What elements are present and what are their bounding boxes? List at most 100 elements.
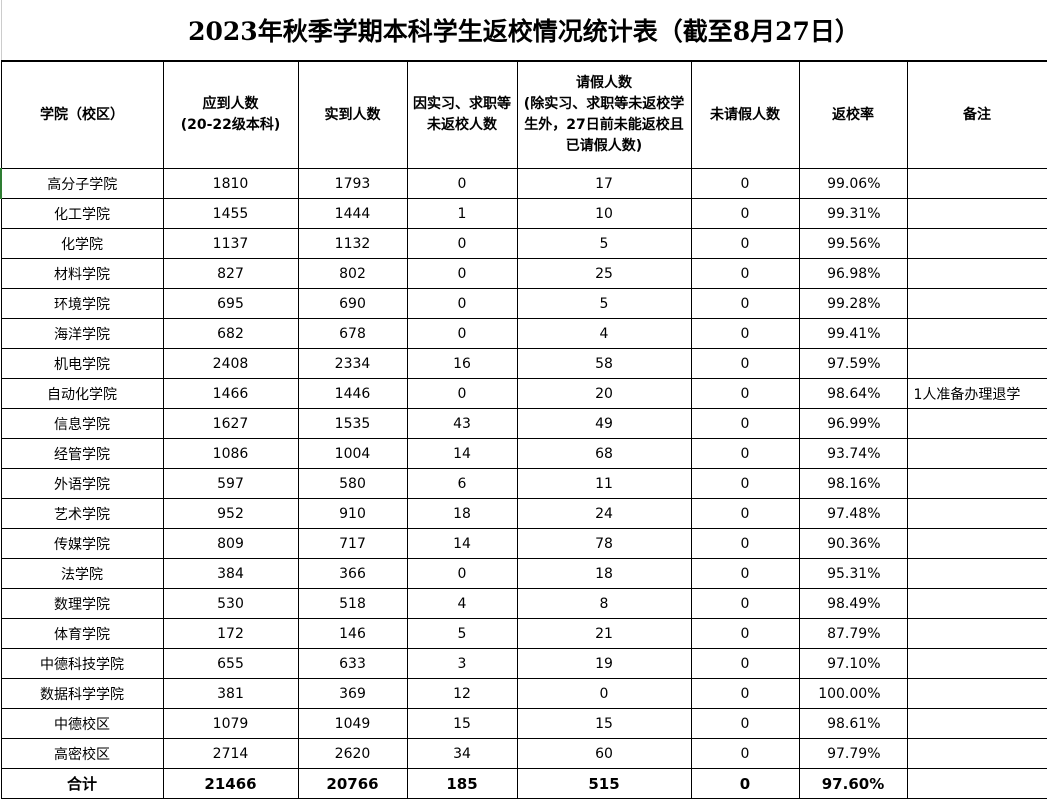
cell-col-remarks[interactable] xyxy=(906,168,1047,199)
cell-col-leave[interactable]: 58 xyxy=(516,348,692,379)
cell-col-internship[interactable]: 0 xyxy=(406,378,518,409)
cell-col-remarks[interactable] xyxy=(906,438,1047,469)
cell-col-actual[interactable]: 690 xyxy=(297,288,408,319)
cell-col-internship[interactable]: 0 xyxy=(406,228,518,259)
cell-col-college[interactable]: 外语学院 xyxy=(0,468,164,499)
cell-col-leave[interactable]: 20 xyxy=(516,378,692,409)
cell-col-actual[interactable]: 366 xyxy=(297,558,408,589)
cell-col-internship[interactable]: 14 xyxy=(406,438,518,469)
cell-col-return-rate[interactable]: 99.28% xyxy=(798,288,908,319)
cell-col-expected[interactable]: 597 xyxy=(162,468,299,499)
cell-col-remarks[interactable] xyxy=(906,738,1047,769)
cell-col-remarks[interactable] xyxy=(906,228,1047,259)
cell-col-actual[interactable]: 1004 xyxy=(297,438,408,469)
cell-col-actual[interactable]: 2620 xyxy=(297,738,408,769)
cell-col-remarks[interactable] xyxy=(906,468,1047,499)
cell-col-no-leave[interactable]: 0 xyxy=(690,558,800,589)
cell-col-remarks[interactable] xyxy=(906,408,1047,439)
cell-col-internship[interactable]: 5 xyxy=(406,618,518,649)
cell-col-remarks[interactable] xyxy=(906,708,1047,739)
cell-col-college[interactable]: 自动化学院 xyxy=(0,378,164,409)
cell-col-college[interactable]: 中德科技学院 xyxy=(0,648,164,679)
cell-col-internship[interactable]: 12 xyxy=(406,678,518,709)
cell-col-college[interactable]: 化工学院 xyxy=(0,198,164,229)
cell-col-leave[interactable]: 78 xyxy=(516,528,692,559)
cell-col-internship[interactable]: 34 xyxy=(406,738,518,769)
cell-col-no-leave[interactable]: 0 xyxy=(690,378,800,409)
cell-col-college[interactable]: 传媒学院 xyxy=(0,528,164,559)
cell-col-college[interactable]: 数理学院 xyxy=(0,588,164,619)
cell-col-leave[interactable]: 11 xyxy=(516,468,692,499)
cell-col-no-leave[interactable]: 0 xyxy=(690,228,800,259)
cell-col-remarks[interactable] xyxy=(906,618,1047,649)
cell-col-actual[interactable]: 146 xyxy=(297,618,408,649)
cell-col-leave[interactable]: 15 xyxy=(516,708,692,739)
cell-col-no-leave[interactable]: 0 xyxy=(690,738,800,769)
cell-col-internship[interactable]: 0 xyxy=(406,258,518,289)
cell-col-college[interactable]: 经管学院 xyxy=(0,438,164,469)
cell-col-return-rate[interactable]: 100.00% xyxy=(798,678,908,709)
cell-col-college[interactable]: 数据科学学院 xyxy=(0,678,164,709)
cell-col-college[interactable]: 化学院 xyxy=(0,228,164,259)
cell-col-no-leave[interactable]: 0 xyxy=(690,498,800,529)
cell-col-expected[interactable]: 1137 xyxy=(162,228,299,259)
cell-col-return-rate[interactable]: 98.64% xyxy=(798,378,908,409)
cell-col-actual[interactable]: 1444 xyxy=(297,198,408,229)
cell-col-leave[interactable]: 5 xyxy=(516,288,692,319)
cell-col-leave[interactable]: 5 xyxy=(516,228,692,259)
cell-col-remarks[interactable] xyxy=(906,198,1047,229)
cell-col-no-leave[interactable]: 0 xyxy=(690,348,800,379)
cell-col-actual[interactable]: 802 xyxy=(297,258,408,289)
cell-col-leave[interactable]: 25 xyxy=(516,258,692,289)
cell-col-leave[interactable]: 4 xyxy=(516,318,692,349)
cell-col-expected[interactable]: 381 xyxy=(162,678,299,709)
cell-col-college[interactable]: 高分子学院 xyxy=(0,168,164,199)
cell-col-leave[interactable]: 8 xyxy=(516,588,692,619)
cell-col-college[interactable]: 信息学院 xyxy=(0,408,164,439)
cell-col-actual[interactable]: 910 xyxy=(297,498,408,529)
cell-col-remarks[interactable] xyxy=(906,258,1047,289)
cell-col-internship[interactable]: 43 xyxy=(406,408,518,439)
cell-col-remarks[interactable] xyxy=(906,528,1047,559)
cell-col-expected[interactable]: 809 xyxy=(162,528,299,559)
cell-col-internship[interactable]: 15 xyxy=(406,708,518,739)
cell-col-return-rate[interactable]: 87.79% xyxy=(798,618,908,649)
cell-col-leave[interactable]: 60 xyxy=(516,738,692,769)
cell-col-remarks[interactable] xyxy=(906,318,1047,349)
cell-col-expected[interactable]: 1086 xyxy=(162,438,299,469)
cell-col-expected[interactable]: 1627 xyxy=(162,408,299,439)
cell-col-internship[interactable]: 0 xyxy=(406,168,518,199)
cell-col-return-rate[interactable]: 99.56% xyxy=(798,228,908,259)
total-col-remarks[interactable] xyxy=(906,768,1047,799)
total-col-no-leave[interactable]: 0 xyxy=(690,768,800,799)
cell-col-actual[interactable]: 1535 xyxy=(297,408,408,439)
cell-col-expected[interactable]: 2408 xyxy=(162,348,299,379)
cell-col-college[interactable]: 机电学院 xyxy=(0,348,164,379)
cell-col-remarks[interactable] xyxy=(906,288,1047,319)
cell-col-no-leave[interactable]: 0 xyxy=(690,258,800,289)
cell-col-return-rate[interactable]: 99.06% xyxy=(798,168,908,199)
cell-col-expected[interactable]: 655 xyxy=(162,648,299,679)
cell-col-leave[interactable]: 24 xyxy=(516,498,692,529)
cell-col-return-rate[interactable]: 96.98% xyxy=(798,258,908,289)
cell-col-return-rate[interactable]: 97.59% xyxy=(798,348,908,379)
cell-col-actual[interactable]: 518 xyxy=(297,588,408,619)
cell-col-return-rate[interactable]: 97.10% xyxy=(798,648,908,679)
cell-col-actual[interactable]: 369 xyxy=(297,678,408,709)
cell-col-remarks[interactable] xyxy=(906,648,1047,679)
total-col-actual[interactable]: 20766 xyxy=(297,768,408,799)
cell-col-internship[interactable]: 1 xyxy=(406,198,518,229)
cell-col-internship[interactable]: 6 xyxy=(406,468,518,499)
cell-col-actual[interactable]: 717 xyxy=(297,528,408,559)
cell-col-internship[interactable]: 0 xyxy=(406,288,518,319)
cell-col-return-rate[interactable]: 98.49% xyxy=(798,588,908,619)
cell-col-remarks[interactable] xyxy=(906,678,1047,709)
cell-col-return-rate[interactable]: 97.48% xyxy=(798,498,908,529)
cell-col-no-leave[interactable]: 0 xyxy=(690,588,800,619)
cell-col-return-rate[interactable]: 99.31% xyxy=(798,198,908,229)
cell-col-college[interactable]: 材料学院 xyxy=(0,258,164,289)
cell-col-expected[interactable]: 1466 xyxy=(162,378,299,409)
cell-col-expected[interactable]: 2714 xyxy=(162,738,299,769)
cell-col-remarks[interactable] xyxy=(906,348,1047,379)
cell-col-return-rate[interactable]: 96.99% xyxy=(798,408,908,439)
